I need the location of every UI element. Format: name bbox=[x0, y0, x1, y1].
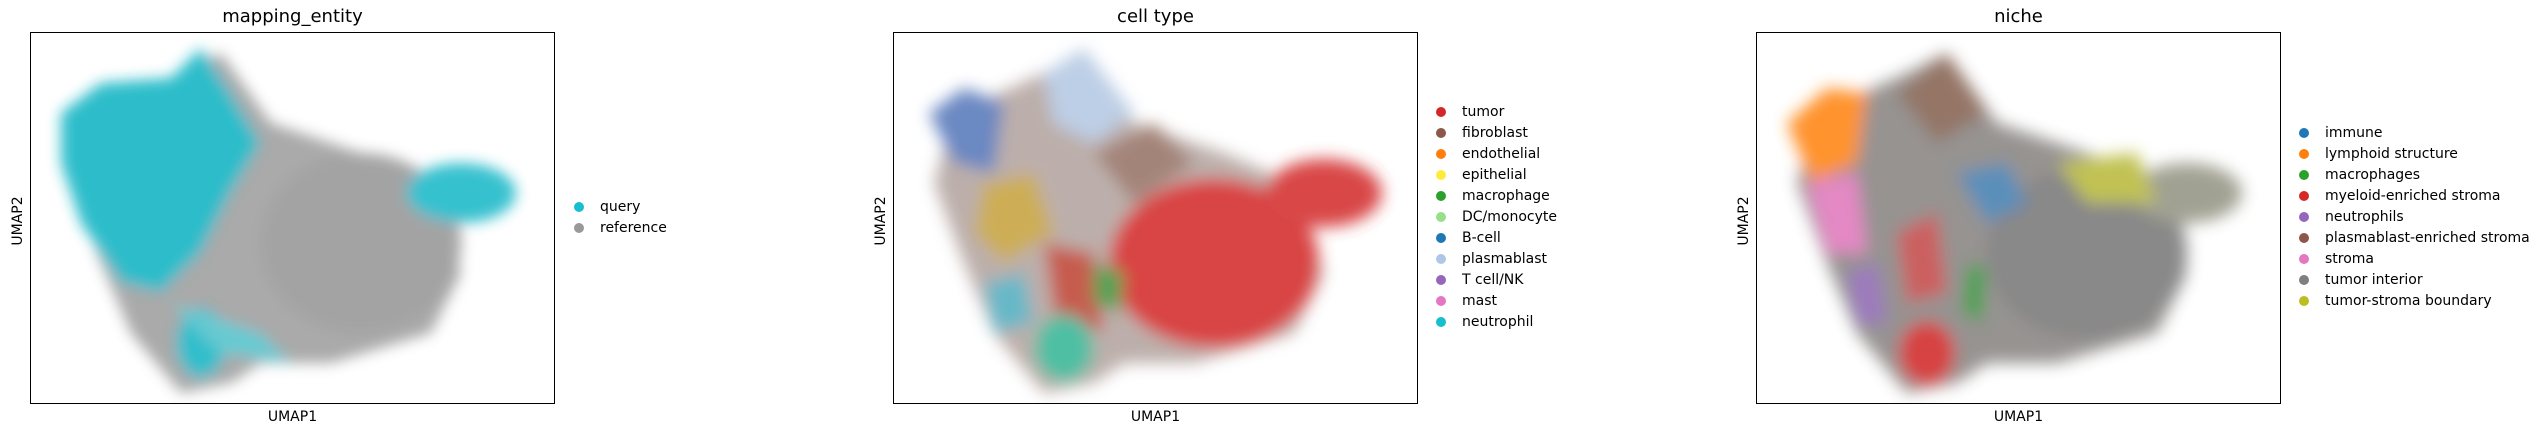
legend-item: macrophage bbox=[1436, 185, 1557, 206]
legend-marker bbox=[574, 222, 584, 233]
plot-area bbox=[1756, 32, 2281, 404]
legend: tumor fibroblast endothelial epithelial … bbox=[1436, 101, 1557, 332]
legend-marker bbox=[1436, 232, 1446, 243]
tumor-cluster bbox=[1109, 178, 1319, 348]
x-axis-label: UMAP1 bbox=[267, 409, 318, 425]
legend-marker bbox=[1436, 127, 1446, 138]
legend-item: reference bbox=[574, 217, 667, 238]
legend-label: macrophages bbox=[2325, 166, 2421, 183]
legend-label: neutrophils bbox=[2325, 208, 2404, 225]
legend-item: myeloid-enriched stroma bbox=[2299, 185, 2530, 206]
legend-label: myeloid-enriched stroma bbox=[2325, 187, 2501, 204]
legend-item: endothelial bbox=[1436, 143, 1557, 164]
legend-label: macrophage bbox=[1462, 187, 1550, 204]
legend-item: neutrophil bbox=[1436, 311, 1557, 332]
x-axis-label: UMAP1 bbox=[1130, 409, 1181, 425]
legend-item: neutrophils bbox=[2299, 206, 2530, 227]
legend-item: tumor-stroma boundary bbox=[2299, 290, 2530, 311]
legend-marker bbox=[1436, 148, 1446, 159]
legend-label: reference bbox=[600, 219, 667, 236]
legend-label: mast bbox=[1462, 292, 1497, 309]
legend-label: fibroblast bbox=[1462, 124, 1528, 141]
legend-item: epithelial bbox=[1436, 164, 1557, 185]
y-axis-label: UMAP2 bbox=[1736, 196, 1752, 246]
legend-marker bbox=[2299, 127, 2309, 138]
legend-marker bbox=[2299, 274, 2309, 285]
legend-marker bbox=[1436, 274, 1446, 285]
legend-label: lymphoid structure bbox=[2325, 145, 2458, 162]
legend-item: mast bbox=[1436, 290, 1557, 311]
legend-marker bbox=[1436, 211, 1446, 222]
umap-panel-mapping-entity: mapping_entity UMAP2 UMAP1 query referen… bbox=[0, 0, 840, 431]
legend-marker bbox=[1436, 253, 1446, 264]
legend-item: immune bbox=[2299, 122, 2530, 143]
legend-item: fibroblast bbox=[1436, 122, 1557, 143]
legend-label: T cell/NK bbox=[1462, 271, 1524, 288]
legend-label: B-cell bbox=[1462, 229, 1501, 246]
x-axis-label: UMAP1 bbox=[1993, 409, 2044, 425]
legend-marker bbox=[1436, 190, 1446, 201]
legend-label: tumor bbox=[1462, 103, 1505, 120]
legend-item: plasmablast-enriched stroma bbox=[2299, 227, 2530, 248]
umap-scatter bbox=[61, 48, 516, 393]
legend-label: tumor-stroma boundary bbox=[2325, 292, 2492, 309]
legend-label: plasmablast-enriched stroma bbox=[2325, 229, 2530, 246]
legend-label: immune bbox=[2325, 124, 2383, 141]
umap-scatter bbox=[1787, 53, 2242, 393]
legend-item: tumor interior bbox=[2299, 269, 2530, 290]
legend-label: tumor interior bbox=[2325, 271, 2423, 288]
legend-label: DC/monocyte bbox=[1462, 208, 1557, 225]
legend-marker bbox=[2299, 148, 2309, 159]
legend-marker bbox=[2299, 232, 2309, 243]
legend-item: lymphoid structure bbox=[2299, 143, 2530, 164]
legend-marker bbox=[1436, 106, 1446, 117]
legend-label: endothelial bbox=[1462, 145, 1541, 162]
legend-item: query bbox=[574, 196, 667, 217]
legend-marker bbox=[2299, 211, 2309, 222]
chart-title: niche bbox=[1994, 6, 2043, 27]
legend-marker bbox=[1436, 169, 1446, 180]
legend-item: T cell/NK bbox=[1436, 269, 1557, 290]
legend: immune lymphoid structure macrophages my… bbox=[2299, 122, 2530, 311]
legend-item: DC/monocyte bbox=[1436, 206, 1557, 227]
legend-item: tumor bbox=[1436, 101, 1557, 122]
legend-marker bbox=[2299, 190, 2309, 201]
plot-area bbox=[30, 32, 555, 404]
chart-title: mapping_entity bbox=[222, 6, 363, 27]
legend-label: query bbox=[600, 198, 641, 215]
legend-marker bbox=[574, 201, 584, 212]
legend-item: B-cell bbox=[1436, 227, 1557, 248]
legend-label: plasmablast bbox=[1462, 250, 1548, 267]
legend-item: plasmablast bbox=[1436, 248, 1557, 269]
legend-marker bbox=[1436, 295, 1446, 306]
query-cluster bbox=[61, 48, 261, 293]
legend-marker bbox=[2299, 253, 2309, 264]
legend-label: epithelial bbox=[1462, 166, 1527, 183]
umap-panel-cell-type: cell type UMAP2 UMAP1 tumor fibro bbox=[873, 6, 1557, 425]
legend-label: stroma bbox=[2325, 250, 2375, 267]
legend: query reference bbox=[574, 196, 667, 238]
plot-area bbox=[893, 32, 1418, 404]
legend-item: stroma bbox=[2299, 248, 2530, 269]
chart-title: cell type bbox=[1117, 6, 1194, 27]
legend-marker bbox=[1436, 316, 1446, 327]
legend-label: neutrophil bbox=[1462, 313, 1534, 330]
legend-marker bbox=[2299, 295, 2309, 306]
legend-item: macrophages bbox=[2299, 164, 2530, 185]
umap-scatter bbox=[929, 48, 1382, 393]
legend-marker bbox=[2299, 169, 2309, 180]
